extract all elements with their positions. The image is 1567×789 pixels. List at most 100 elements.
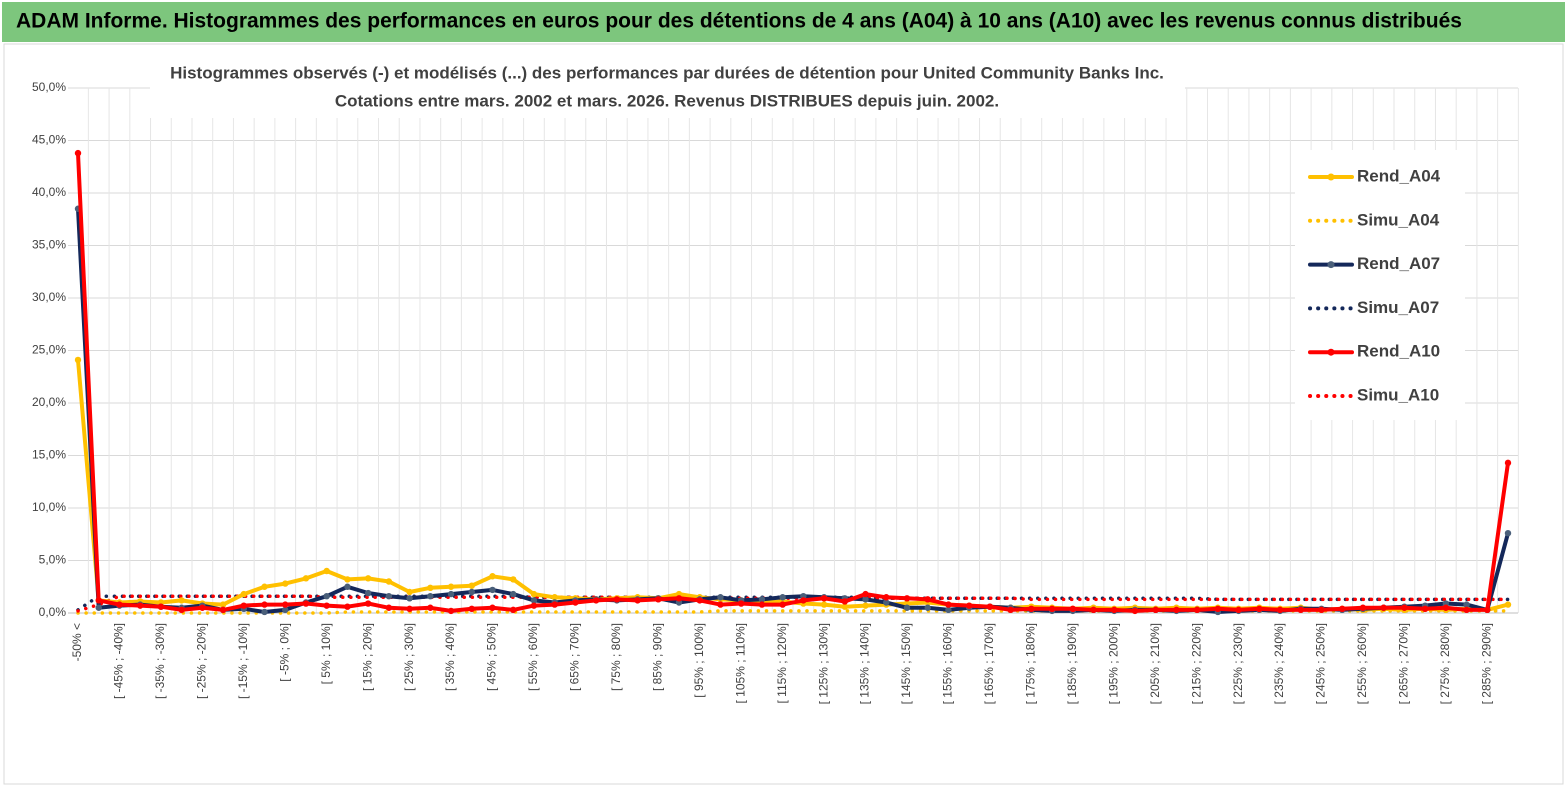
x-tick-label: [ 175% ; 180%] [1024,623,1038,704]
legend-label: Simu_A10 [1357,385,1439,404]
x-tick-label: [ -35% ; -30%] [153,623,167,699]
point [1463,606,1470,614]
point [510,590,517,598]
x-tick-label: [ -25% ; -20%] [195,623,209,699]
point [74,149,82,157]
point [344,603,351,610]
point [758,601,766,608]
legend-label: Rend_A07 [1357,254,1440,273]
x-tick-label: [ 155% ; 160%] [941,623,955,704]
point [1173,606,1180,614]
point [820,595,828,602]
x-tick-label: [ 225% ; 230%] [1231,623,1245,704]
chart-frame [3,43,1564,785]
y-tick-label: 50,0% [32,80,66,94]
point [820,601,828,608]
x-tick-label: [ 215% ; 220%] [1189,623,1203,704]
x-tick-label: [ 25% ; 30%] [402,623,416,691]
point [1442,604,1450,611]
x-tick-label: [ -15% ; -10%] [236,623,250,699]
point [364,589,372,597]
point [1069,605,1076,612]
point [406,595,413,602]
x-tick-label: [ 285% ; 290%] [1479,623,1493,704]
point [883,599,890,606]
point [1090,606,1097,614]
x-tick-label: [ 135% ; 140%] [858,623,872,704]
y-tick-label: 0,0% [39,605,67,619]
legend-label: Rend_A04 [1357,166,1441,185]
point [945,601,952,608]
x-tick-label: [ 65% ; 70%] [568,623,582,691]
y-tick-label: 40,0% [32,185,66,199]
point [302,600,310,607]
x-tick-label: [ 245% ; 250%] [1314,623,1328,704]
point [468,588,475,596]
x-tick-label: [ 95% ; 100%] [692,623,706,698]
point [1214,605,1222,612]
x-tick-label: [ 275% ; 280%] [1438,623,1452,704]
point [1359,604,1367,611]
y-tick-label: 25,0% [32,343,66,357]
point [157,603,165,610]
x-tick-label: [ 235% ; 240%] [1272,623,1286,704]
point [406,588,413,596]
legend-marker [1327,348,1335,356]
point [447,607,455,615]
point [178,606,185,614]
point [945,606,952,614]
x-tick-label: [ 195% ; 200%] [1106,623,1120,704]
x-tick-label: [ 35% ; 40%] [443,623,457,691]
point [468,605,475,612]
point [924,596,931,603]
point [1111,606,1118,614]
point [1297,606,1304,614]
point [675,595,683,602]
point [717,594,724,601]
y-tick-label: 5,0% [39,553,67,567]
point [841,603,849,610]
point [282,580,289,587]
point [924,604,931,611]
x-tick-label: [ 255% ; 260%] [1355,623,1369,704]
point [717,601,724,608]
point [903,604,911,611]
x-tick-label: [ 145% ; 150%] [899,623,913,704]
point [385,604,393,611]
point [883,594,890,601]
point [282,601,289,608]
point [447,590,455,598]
point [655,596,662,603]
point [323,567,330,575]
x-tick-label: [ 75% ; 80%] [609,623,623,691]
point [1504,530,1512,537]
point [592,597,600,604]
y-tick-label: 15,0% [32,448,66,462]
subtitle: Histogrammes observés (-) et modélisés (… [170,63,1164,82]
point [1276,606,1284,614]
x-tick-label: [ 125% ; 130%] [816,623,830,704]
x-tick-label: [ 265% ; 270%] [1397,623,1411,704]
point [551,601,558,608]
point [1318,606,1325,614]
x-tick-label: [ -45% ; -40%] [112,623,126,699]
point [1380,604,1387,611]
x-tick-label: [ 115% ; 120%] [775,623,789,704]
point [323,602,330,609]
point [344,576,351,583]
point [572,599,579,606]
point [1401,604,1408,611]
point [1028,605,1035,612]
y-tick-label: 45,0% [32,133,66,147]
point [344,583,351,590]
x-tick-label: [ 45% ; 50%] [485,623,499,691]
legend-label: Simu_A07 [1357,298,1439,317]
subtitle-box [150,58,1185,118]
point [862,602,869,609]
point [903,595,911,602]
point [427,604,434,611]
point [364,575,372,582]
point [1193,606,1201,614]
point [779,594,786,601]
